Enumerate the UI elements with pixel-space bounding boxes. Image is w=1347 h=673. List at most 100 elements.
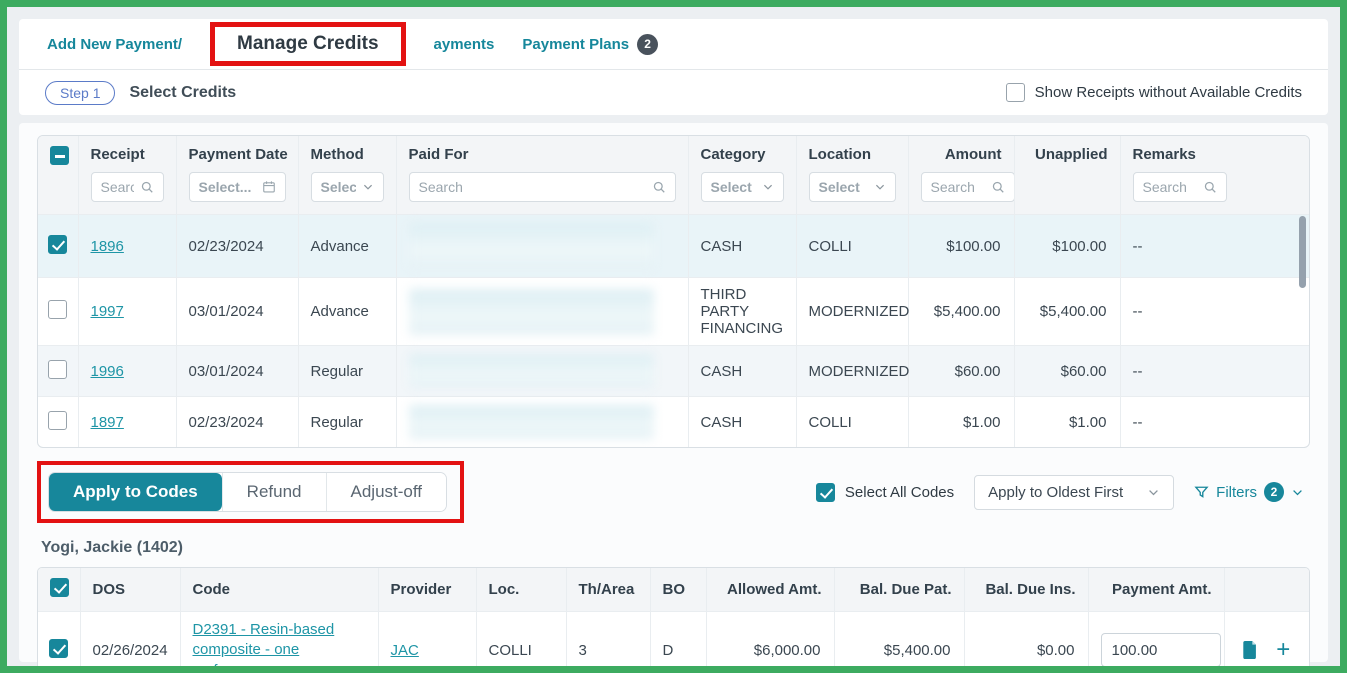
actions-row: Apply to Codes Refund Adjust-off Select … xyxy=(37,461,1310,523)
location-cell: COLLI xyxy=(796,396,909,447)
location-cell: MODERNIZED xyxy=(796,277,909,346)
remarks-cell: -- xyxy=(1132,413,1143,431)
row-checkbox[interactable] xyxy=(48,359,68,379)
col-th-area: Th/Area xyxy=(578,581,635,598)
annotation-red-box-manage-credits: Manage Credits xyxy=(210,22,406,66)
credits-table: Receipt Payment Date Select... xyxy=(37,135,1310,448)
unapplied-cell: $60.00 xyxy=(1014,345,1121,397)
row-checkbox[interactable] xyxy=(48,234,68,254)
location-cell: MODERNIZED xyxy=(796,345,909,397)
amount-search-input[interactable] xyxy=(920,172,1015,202)
redacted-paid-for xyxy=(408,405,655,439)
filters-control[interactable]: Filters 2 xyxy=(1194,482,1304,502)
select-all-codes-checkbox[interactable] xyxy=(815,482,835,502)
chevron-down-icon xyxy=(1149,489,1159,495)
redacted-paid-for xyxy=(408,354,655,388)
tab-bar: Add New Payment/ Manage Credits ayments … xyxy=(19,19,1328,69)
codes-header-row: DOS Code Provider Loc. Th/Area BO Allowe… xyxy=(38,568,1309,612)
header-divider xyxy=(19,69,1328,70)
chevron-down-icon xyxy=(875,184,884,190)
redacted-paid-for xyxy=(408,288,655,335)
row-checkbox[interactable] xyxy=(48,300,68,319)
col-payment-date: Payment Date xyxy=(188,146,288,163)
payment-date-cell: 03/01/2024 xyxy=(176,277,299,346)
payment-plans-count-badge: 2 xyxy=(637,33,659,55)
tab-payment-plans[interactable]: Payment Plans 2 xyxy=(522,33,659,55)
allowed-amt-cell: $6,000.00 xyxy=(706,611,835,666)
location-select[interactable]: Select xyxy=(808,172,896,202)
select-all-codes-label: Select All Codes xyxy=(844,483,955,501)
add-icon[interactable]: + xyxy=(1276,635,1291,663)
code-row-d2391: 02/26/2024 D2391 - Resin-based composite… xyxy=(38,611,1309,673)
category-select[interactable]: Select xyxy=(700,172,784,202)
receipt-link[interactable]: 1997 xyxy=(90,303,124,320)
step-bar: Step 1 Select Credits Show Receipts with… xyxy=(19,70,1328,115)
note-document-icon[interactable] xyxy=(1243,640,1258,659)
category-cell: CASH xyxy=(688,345,797,397)
apply-to-codes-button[interactable]: Apply to Codes xyxy=(49,473,222,511)
category-cell: THIRD PARTY FINANCING xyxy=(688,277,797,346)
chevron-down-icon xyxy=(1293,489,1302,495)
method-cell: Regular xyxy=(298,396,397,447)
payment-date-cell: 02/23/2024 xyxy=(176,214,299,278)
paid-for-search-input[interactable] xyxy=(408,172,676,202)
amount-cell: $1.00 xyxy=(908,396,1015,447)
remarks-cell: -- xyxy=(1120,277,1309,346)
refund-button[interactable]: Refund xyxy=(221,473,326,511)
col-code: Code xyxy=(192,581,231,598)
col-receipt: Receipt xyxy=(90,146,145,163)
receipt-link[interactable]: 1896 xyxy=(90,237,124,255)
adjust-off-button[interactable]: Adjust-off xyxy=(325,473,447,511)
chevron-down-icon xyxy=(763,184,772,190)
patient-name-heading: Yogi, Jackie (1402) xyxy=(41,539,183,556)
location-cell: COLLI xyxy=(796,214,909,278)
col-amount: Amount xyxy=(944,146,1002,163)
select-all-codes-header-checkbox[interactable] xyxy=(50,578,69,597)
filters-count-badge: 2 xyxy=(1264,482,1284,502)
provider-link[interactable]: JAC xyxy=(390,641,419,659)
receipt-search-input[interactable] xyxy=(90,172,164,202)
codes-table: DOS Code Provider Loc. Th/Area BO Allowe… xyxy=(37,567,1310,673)
method-select[interactable]: Select xyxy=(310,172,384,202)
bo-cell: D xyxy=(650,611,707,666)
receipt-link[interactable]: 1996 xyxy=(90,362,124,380)
step-pill: Step 1 xyxy=(45,80,116,105)
annotation-red-box-actions: Apply to Codes Refund Adjust-off xyxy=(37,461,465,523)
col-paid-for: Paid For xyxy=(408,146,469,163)
unapplied-cell: $1.00 xyxy=(1014,396,1121,447)
search-icon xyxy=(653,181,665,193)
apply-order-select[interactable]: Apply to Oldest First xyxy=(974,474,1175,510)
vertical-scrollbar[interactable] xyxy=(1299,216,1306,288)
row-checkbox[interactable] xyxy=(48,410,68,430)
amount-cell: $5,400.00 xyxy=(908,277,1015,346)
method-cell: Regular xyxy=(298,345,397,397)
search-icon xyxy=(141,181,153,193)
method-cell: Advance xyxy=(298,277,397,346)
select-all-receipts-checkbox[interactable] xyxy=(50,146,69,165)
category-cell: CASH xyxy=(688,214,797,278)
main-card: Receipt Payment Date Select... xyxy=(19,123,1328,666)
bal-due-ins-cell: $0.00 xyxy=(964,611,1089,666)
credits-header-row: Receipt Payment Date Select... xyxy=(38,136,1309,215)
col-remarks: Remarks xyxy=(1132,146,1196,163)
col-loc: Loc. xyxy=(488,581,520,598)
col-bal-due-ins: Bal. Due Ins. xyxy=(985,581,1076,598)
receipt-link[interactable]: 1897 xyxy=(90,413,124,431)
tab-add-new-payment[interactable]: Add New Payment/ xyxy=(47,35,183,53)
show-receipts-checkbox[interactable] xyxy=(1005,83,1025,102)
procedure-code-link[interactable]: D2391 - Resin-based composite - one surf… xyxy=(192,621,335,673)
payment-date-select[interactable]: Select... xyxy=(188,172,286,202)
remarks-cell: -- xyxy=(1120,214,1309,278)
row-checkbox[interactable] xyxy=(49,638,69,658)
col-dos: DOS xyxy=(92,581,126,598)
payment-amount-input[interactable] xyxy=(1100,633,1221,666)
tab-manage-credits[interactable]: Manage Credits xyxy=(237,33,379,54)
remarks-search-input[interactable] xyxy=(1132,172,1227,202)
col-unapplied: Unapplied xyxy=(1034,146,1108,163)
tab-payments[interactable]: ayments xyxy=(433,35,495,53)
credit-action-segmented-control: Apply to Codes Refund Adjust-off xyxy=(49,473,447,511)
step-title: Select Credits xyxy=(129,83,237,101)
category-cell: CASH xyxy=(688,396,797,447)
th-area-cell: 3 xyxy=(566,611,651,666)
